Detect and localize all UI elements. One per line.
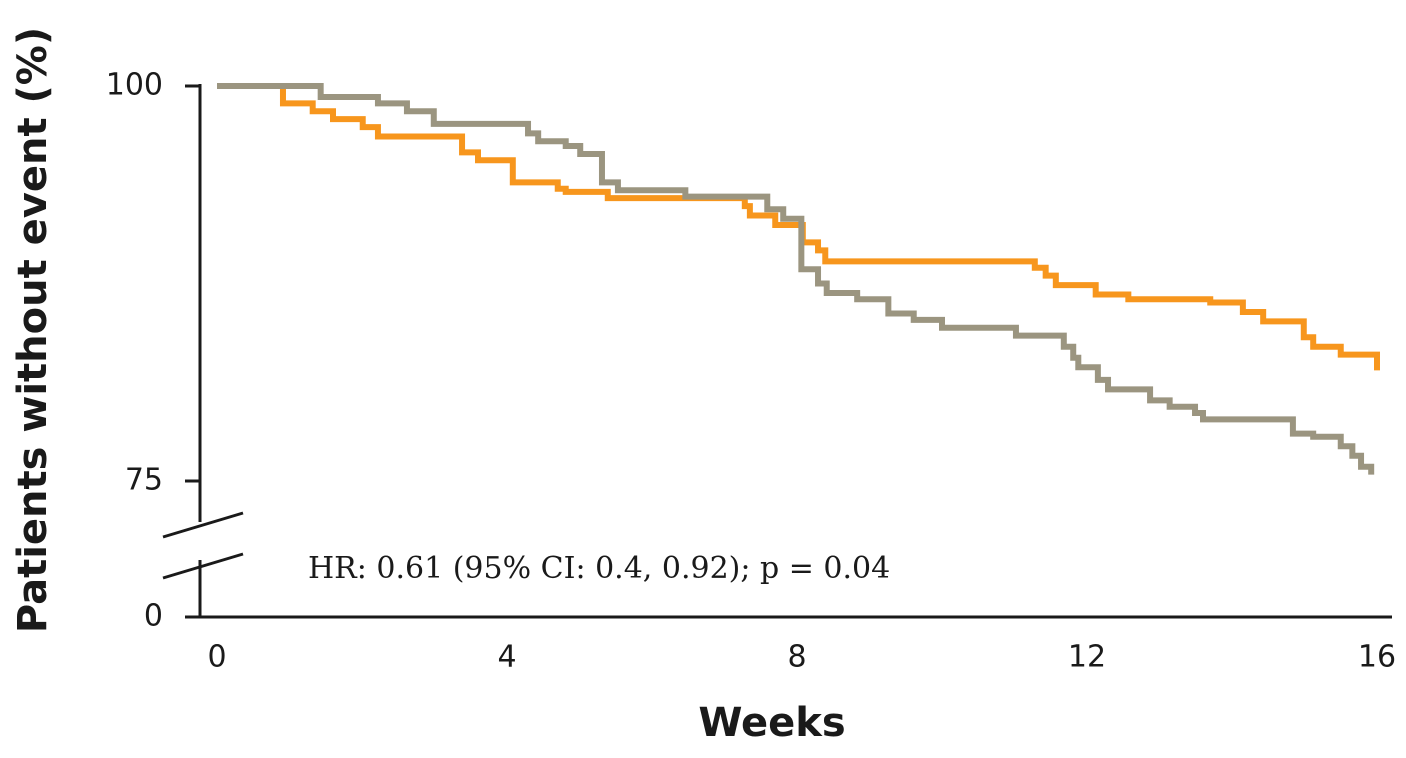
x-tick-label: 8 — [787, 640, 806, 675]
x-tick-label: 16 — [1358, 640, 1396, 675]
axes — [162, 84, 1392, 619]
annotation: HR: 0.61 (95% CI: 0.4, 0.92); p = 0.04 — [308, 551, 890, 586]
y-tick-label: 100 — [106, 68, 163, 103]
survival-curve — [217, 83, 1375, 475]
y-tick-label: 75 — [125, 463, 163, 498]
x-tick-label: 12 — [1068, 640, 1106, 675]
axis-break-mark — [162, 511, 244, 539]
x-axis-title: Weeks — [698, 700, 845, 746]
y-tick-label: 0 — [144, 599, 163, 634]
survival-curve — [217, 83, 1380, 371]
y-axis-title: Patients without event (%) — [10, 27, 56, 633]
axis-break-mark — [162, 552, 244, 580]
x-tick-label: 0 — [207, 640, 226, 675]
x-tick-label: 4 — [497, 640, 516, 675]
